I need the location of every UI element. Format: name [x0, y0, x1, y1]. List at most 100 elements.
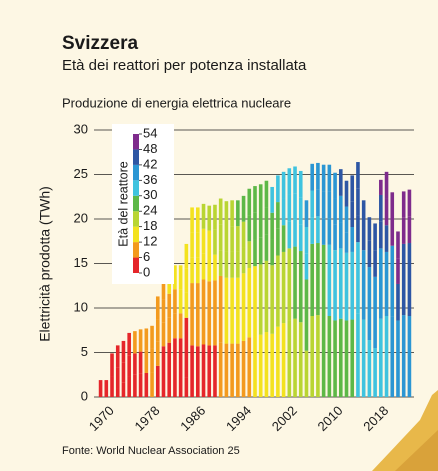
bar-segment	[161, 299, 166, 323]
bar-segment	[144, 328, 149, 351]
bar-segment	[184, 268, 189, 293]
bar-segment	[373, 223, 377, 251]
bar-segment	[270, 186, 274, 213]
bar-segment	[384, 171, 389, 199]
colorbar-tick-label: 30	[143, 187, 157, 202]
bar-segment	[281, 225, 286, 252]
bar-segment	[396, 231, 400, 259]
bar-segment	[247, 337, 252, 397]
bar-segment	[356, 313, 360, 397]
bar-segment	[401, 191, 406, 218]
bar-segment	[333, 320, 337, 397]
bar-segment	[213, 280, 217, 346]
bar-segment	[144, 350, 149, 373]
bar-segment	[258, 184, 263, 211]
bar-segment	[407, 243, 412, 317]
bar-segment	[367, 240, 372, 268]
bar-segment	[281, 171, 286, 199]
bar-segment	[316, 243, 320, 316]
bar-segment	[230, 277, 234, 344]
bar-segment	[264, 260, 269, 333]
bar-segment	[407, 216, 412, 244]
bar-segment	[310, 190, 314, 218]
colorbar-band	[133, 164, 139, 181]
bar-segment	[310, 316, 314, 397]
bar-segment	[144, 372, 149, 397]
bar-segment	[184, 317, 189, 378]
bar-segment	[190, 257, 194, 284]
y-tick-label: 15	[74, 255, 88, 270]
bar-segment	[264, 180, 269, 208]
bar-segment	[218, 198, 223, 225]
bar-segment	[316, 189, 320, 217]
bar-segment	[230, 200, 234, 227]
bar-segment	[390, 316, 395, 397]
chart-title: Produzione di energia elettrica nucleare	[62, 95, 291, 110]
bar-segment	[190, 345, 194, 397]
bar-segment	[161, 322, 166, 347]
bar-segment	[396, 258, 400, 284]
colorbar-tick-label: 48	[143, 141, 157, 156]
bar-segment	[384, 251, 389, 317]
y-tick-label: 20	[74, 210, 88, 225]
bar-segment	[293, 318, 297, 397]
bar-segment	[253, 336, 257, 397]
bar-segment	[190, 232, 194, 258]
bar-segment	[127, 332, 131, 356]
bar-segment	[407, 316, 412, 397]
bar-segment	[321, 164, 326, 192]
bar-segment	[110, 353, 114, 377]
colorbar-tick-label: 0	[143, 264, 150, 279]
x-tick-label: 1994	[223, 403, 254, 434]
bar-segment	[173, 289, 177, 314]
bar-segment	[390, 192, 395, 219]
bar-segment	[293, 193, 297, 220]
bar-segment	[281, 251, 286, 324]
bar-segment	[207, 255, 212, 282]
bar-segment	[127, 376, 131, 397]
colorbar-box	[112, 124, 174, 284]
bar-segment	[270, 239, 274, 266]
bar-segment	[253, 212, 257, 240]
bar-segment	[196, 232, 200, 258]
bar-segment	[310, 163, 314, 191]
bar-segment	[344, 232, 349, 253]
bar-segment	[390, 245, 395, 317]
bar-segment	[350, 319, 355, 397]
bar-segment	[207, 345, 212, 397]
bar-segment	[304, 200, 309, 228]
bar-segment	[110, 376, 114, 397]
bar-segment	[373, 348, 377, 397]
bar-segment	[276, 202, 280, 229]
bar-segment	[138, 329, 143, 352]
bar-segment	[384, 225, 389, 252]
bar-segment	[184, 292, 189, 318]
bar-segment	[333, 224, 337, 251]
bar-segment	[155, 341, 160, 366]
bar-segment	[316, 162, 320, 190]
bar-segment	[276, 175, 280, 203]
colorbar-tick-label: 24	[143, 203, 157, 218]
bar-segment	[327, 244, 332, 317]
bar-segment	[379, 221, 383, 249]
bar-segment	[178, 313, 183, 339]
bar-segment	[241, 340, 246, 397]
colorbar-tick-label: 18	[143, 218, 157, 233]
bar-segment	[230, 226, 234, 252]
bar-segment	[310, 217, 314, 244]
x-tick-label: 1978	[132, 403, 163, 434]
bar-segment	[178, 265, 183, 290]
bar-segment	[367, 267, 372, 341]
bar-segment	[258, 334, 263, 397]
bar-segment	[298, 322, 303, 397]
bar-segment	[276, 228, 280, 256]
bar-segment	[178, 338, 183, 397]
bar-segment	[247, 188, 252, 216]
bar-segment	[379, 179, 383, 195]
bar-segment	[379, 194, 383, 222]
bar-segment	[287, 168, 292, 195]
bar-segment	[298, 251, 303, 323]
bar-segment	[333, 250, 337, 321]
colorbar-tick-label: 54	[143, 125, 157, 140]
